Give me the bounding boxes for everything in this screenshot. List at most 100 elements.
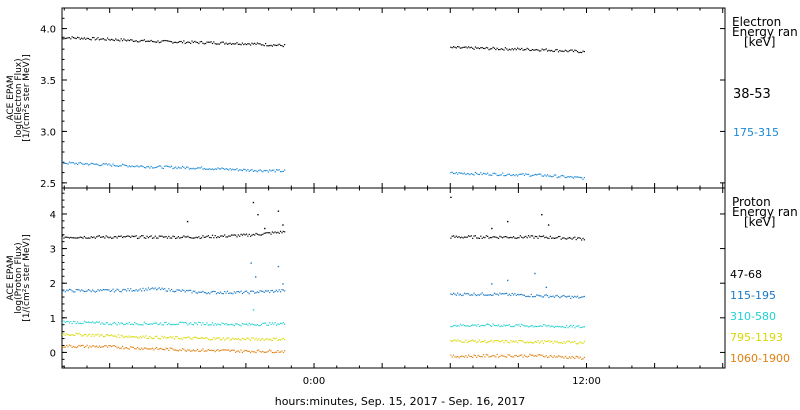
data-point — [575, 296, 577, 298]
data-point — [194, 336, 196, 338]
data-point — [457, 355, 459, 358]
data-point — [470, 235, 472, 237]
data-point — [100, 346, 102, 348]
data-point — [126, 347, 128, 349]
data-point — [214, 351, 216, 353]
data-point — [100, 323, 102, 325]
data-point — [534, 272, 536, 275]
data-point — [583, 176, 585, 179]
data-point — [218, 43, 220, 45]
data-point — [86, 290, 88, 292]
data-point — [507, 279, 509, 282]
data-point — [112, 237, 114, 239]
data-point — [169, 166, 171, 168]
data-point — [267, 350, 269, 352]
data-point — [271, 351, 273, 354]
data-point — [139, 288, 141, 290]
data-point — [564, 238, 566, 240]
data-point — [553, 50, 556, 52]
data-point — [185, 289, 188, 292]
data-point — [139, 40, 141, 42]
data-point — [465, 173, 467, 176]
data-point — [181, 348, 184, 350]
data-point — [495, 356, 497, 358]
data-point — [179, 321, 181, 323]
data-point — [240, 44, 242, 46]
data-point — [235, 351, 237, 353]
data-point — [467, 46, 470, 48]
data-point — [235, 292, 237, 294]
data-point — [79, 333, 81, 336]
data-point — [495, 173, 497, 175]
data-point — [282, 321, 284, 324]
data-point — [115, 323, 117, 325]
data-point — [78, 344, 80, 347]
data-point — [190, 237, 192, 239]
data-point — [213, 349, 215, 352]
data-point — [252, 309, 255, 311]
data-point — [557, 342, 560, 344]
data-point — [258, 234, 260, 236]
data-point — [85, 163, 87, 165]
data-point — [160, 338, 162, 340]
data-point — [519, 48, 521, 51]
data-point — [570, 357, 572, 359]
data-point — [557, 51, 560, 53]
data-point — [200, 337, 203, 339]
data-point — [127, 348, 129, 350]
data-point — [130, 323, 132, 326]
data-point — [187, 235, 189, 237]
data-point — [487, 323, 489, 325]
data-point — [264, 170, 267, 172]
data-point — [463, 236, 466, 238]
data-point — [86, 237, 88, 239]
data-point — [260, 44, 263, 46]
data-point — [559, 297, 561, 299]
data-point — [544, 340, 546, 342]
data-point — [523, 341, 526, 344]
data-point — [62, 235, 64, 237]
data-point — [499, 341, 501, 343]
data-point — [75, 162, 77, 164]
data-point — [522, 340, 524, 342]
data-point — [76, 289, 79, 291]
data-point — [465, 46, 467, 48]
data-point — [523, 49, 526, 51]
data-point — [98, 235, 100, 237]
data-point — [270, 44, 272, 46]
data-point — [461, 172, 463, 174]
data-point — [123, 288, 125, 291]
data-point — [136, 346, 139, 349]
data-point — [207, 292, 209, 294]
legend-title: Proton — [732, 195, 771, 209]
data-point — [96, 163, 98, 165]
data-point — [145, 322, 147, 325]
data-point — [205, 324, 207, 326]
data-point — [538, 325, 541, 327]
data-point — [508, 173, 511, 175]
data-point — [117, 322, 120, 324]
data-point — [64, 236, 66, 238]
data-point — [497, 237, 500, 239]
data-point — [233, 43, 235, 45]
data-point — [284, 323, 286, 325]
data-point — [537, 49, 539, 51]
data-point — [126, 164, 128, 167]
data-point — [517, 293, 519, 296]
data-point — [104, 345, 106, 347]
data-point — [263, 351, 265, 354]
data-point — [123, 236, 125, 238]
data-point — [241, 234, 244, 236]
data-point — [150, 165, 152, 168]
data-point — [215, 237, 218, 239]
data-point — [184, 291, 186, 293]
y-tick-label: 2.5 — [40, 179, 56, 190]
data-point — [102, 38, 105, 40]
data-point — [496, 353, 498, 356]
data-point — [250, 352, 252, 354]
data-point — [582, 178, 584, 180]
data-point — [502, 339, 504, 342]
data-point — [151, 337, 154, 340]
data-point — [262, 322, 264, 324]
data-point — [259, 350, 261, 353]
